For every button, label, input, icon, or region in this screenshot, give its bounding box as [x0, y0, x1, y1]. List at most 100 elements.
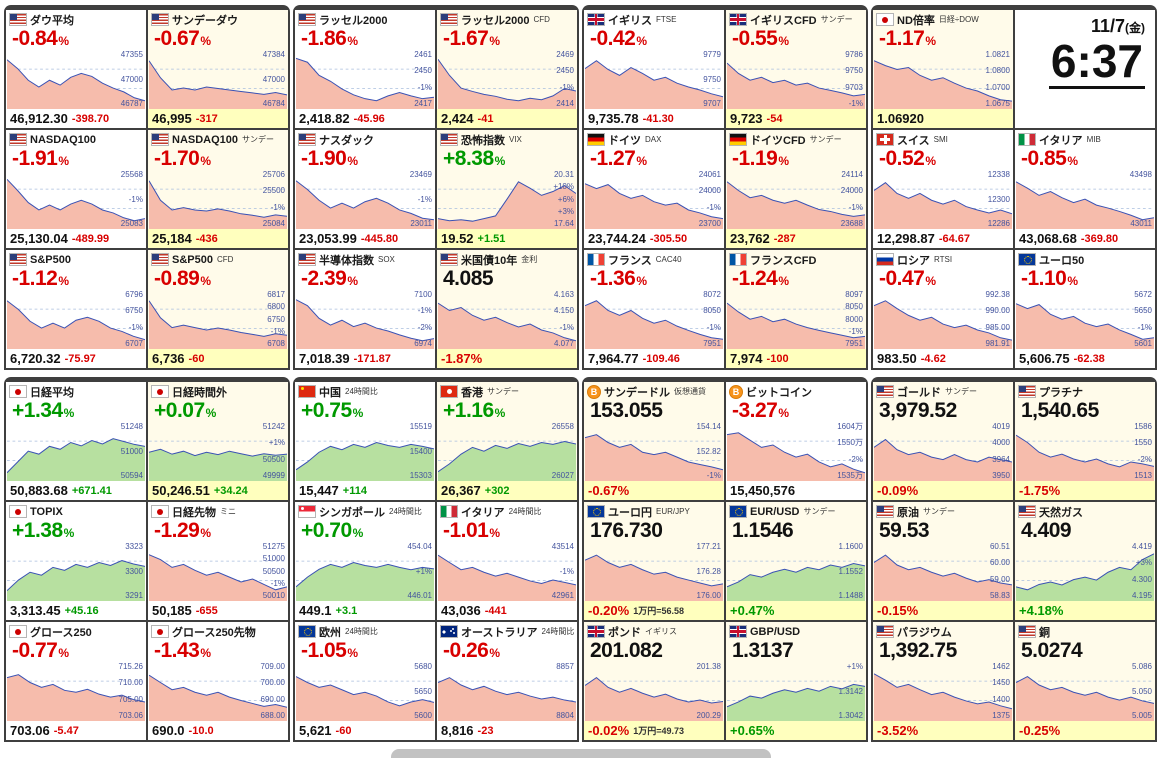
market-tile[interactable]: グロース250先物 -1.43% 709.00 700.00 690.00 688.0…: [148, 622, 288, 740]
headline-value: +1.34: [12, 399, 63, 422]
market-tile[interactable]: ゴールド サンデー 3,979.52 4019 4000 3964 3950 -0.0…: [873, 382, 1013, 500]
market-tile[interactable]: イギリス FTSE -0.42% 9779 9750 9707 9,735.78 -…: [584, 10, 724, 128]
us-flag-icon: [440, 13, 458, 26]
tile-footer: 703.06 -5.47: [6, 721, 146, 740]
us-flag-icon: [298, 133, 316, 146]
market-tile[interactable]: フランス CAC40 -1.36% 8072 8050 -1% 7951 7,964.…: [584, 250, 724, 368]
market-tile[interactable]: フランスCFD -1.24% 8097 8050 8000 -1% 7951 7,974…: [726, 250, 866, 368]
tile-sublabel: サンデー: [803, 507, 836, 516]
market-tile[interactable]: 原油 サンデー 59.53 60.51 60.00 59.00 58.83 -0.15…: [873, 502, 1013, 620]
sparkline-chart: 9786 9750 9703 -1%: [727, 50, 865, 109]
market-tile[interactable]: ロシア RTSI -0.47% 992.38 990.00 985.00 981.91…: [873, 250, 1013, 368]
footer-value: 2,418.82: [299, 111, 350, 126]
market-tile[interactable]: S&P500 CFD -0.89% 6817 6800 6750 -1% 6708 6,…: [148, 250, 288, 368]
sparkline-chart: 6796 6750 -1% 6707: [7, 290, 145, 349]
tile-header: NASDAQ100: [6, 130, 146, 147]
sparkline-chart: 23469 -1% 23011: [296, 170, 434, 229]
sparkline-chart: 454.04 +1% 446.01: [296, 542, 434, 601]
market-tile[interactable]: NASDAQ100 -1.91% 25568 -1% 25083 25,130.04…: [6, 130, 146, 248]
tile-footer: -0.09%: [873, 481, 1013, 500]
clock-time: 6:37: [1048, 37, 1145, 90]
tile-footer: 12,298.87 -64.67: [873, 229, 1013, 248]
tile-headline: -0.77%: [6, 639, 146, 662]
footer-change: -436: [195, 232, 218, 245]
tile-header: 原油 サンデー: [873, 502, 1013, 519]
market-tile[interactable]: オーストラリア 24時間比 -0.26% 8857 8804 8,816 -23: [437, 622, 577, 740]
market-tile[interactable]: ナスダック -1.90% 23469 -1% 23011 23,053.99 -44…: [295, 130, 435, 248]
market-tile[interactable]: ユーロ50 -1.10% 5672 5650 -1% 5601 5,606.75 -6…: [1015, 250, 1155, 368]
headline-value: 4.409: [1021, 519, 1072, 542]
market-tile[interactable]: ドイツ DAX -1.27% 24061 24000 -1% 23700 23,744…: [584, 130, 724, 248]
tile-sublabel: 24時間比: [389, 507, 422, 516]
market-tile[interactable]: イタリア MIB -0.85% 43498 43011 43,068.68 -36…: [1015, 130, 1155, 248]
footer-change: -60: [335, 724, 352, 737]
tile-name: 原油: [897, 506, 919, 519]
market-tile[interactable]: GBP/USD 1.3137 +1% 1.3142 1.3042 +0.65%: [726, 622, 866, 740]
headline-value: -1.70: [154, 147, 200, 170]
market-tile[interactable]: NASDAQ100 サンデー -1.70% 25706 25500 -1% 25084…: [148, 130, 288, 248]
market-tile[interactable]: EUR/USD サンデー 1.1546 1.1600 1.1552 1.1488 +…: [726, 502, 866, 620]
market-tile[interactable]: グロース250 -0.77% 715.26 710.00 705.00 703.06 …: [6, 622, 146, 740]
market-tile[interactable]: ND倍率 日経÷DOW -1.17% 1.0821 1.0800 1.0700 1.0…: [873, 10, 1013, 128]
eu-flag-icon: [587, 505, 605, 518]
market-tile[interactable]: 中国 24時間比 +0.75% 15519 15400 15303 15,447 +…: [295, 382, 435, 500]
market-tile[interactable]: ドイツCFD サンデー -1.19% 24114 24000 -1% 23688 23…: [726, 130, 866, 248]
headline-value: +0.07: [154, 399, 205, 422]
headline-value: 201.082: [590, 639, 663, 662]
market-tile[interactable]: ポンド イギリス 201.082 201.38 200.29 -0.02% 1万円…: [584, 622, 724, 740]
footer-value: 26,367: [441, 483, 481, 498]
footer-value: 3,313.45: [10, 603, 61, 618]
bottom-panel-handle[interactable]: [390, 749, 771, 758]
sparkline-chart: 1462 1450 1400 1375: [874, 662, 1012, 721]
tile-name: ロシア: [897, 254, 930, 267]
tile-footer: 6,736 -60: [148, 349, 288, 368]
tile-footer: 6,720.32 -75.97: [6, 349, 146, 368]
tile-headline: -0.52%: [873, 147, 1013, 170]
fr-flag-icon: [729, 253, 747, 266]
market-tile[interactable]: ユーロ円 EUR/JPY 176.730 177.21 176.28 176.00 …: [584, 502, 724, 620]
market-tile[interactable]: ラッセル2000 -1.86% 2461 2450 -1% 2417 2,418.82…: [295, 10, 435, 128]
market-tile[interactable]: 銅 5.0274 5.086 5.050 5.005 -0.25%: [1015, 622, 1155, 740]
headline-value: 153.055: [590, 399, 663, 422]
market-tile[interactable]: 恐怖指数 VIX +8.38% 20.31 +10% +6% +3% 17.64 19.…: [437, 130, 577, 248]
tile-headline: 4.085: [437, 267, 577, 290]
tile-header: ラッセル2000 CFD: [437, 10, 577, 27]
us-flag-icon: [9, 253, 27, 266]
market-tile[interactable]: 天然ガス 4.409 4.419 +3% 4.300 4.195 +4.18%: [1015, 502, 1155, 620]
market-tile[interactable]: 半導体指数 SOX -2.39% 7100 -1% -2% 6974 7,018.39…: [295, 250, 435, 368]
tile-sublabel: VIX: [509, 135, 522, 144]
percent-sign: %: [494, 154, 506, 168]
market-tile[interactable]: S&P500 -1.12% 6796 6750 -1% 6707 6,720.32 -…: [6, 250, 146, 368]
footer-change: +671.41: [71, 484, 112, 497]
market-tile[interactable]: 欧州 24時間比 -1.05% 5680 5650 5600 5,621 -60: [295, 622, 435, 740]
market-tile[interactable]: シンガポール 24時間比 +0.70% 454.04 +1% 446.01 449.…: [295, 502, 435, 620]
tile-headline: +1.16%: [437, 399, 577, 422]
market-tile[interactable]: パラジウム 1,392.75 1462 1450 1400 1375 -3.52%: [873, 622, 1013, 740]
market-tile[interactable]: 香港 サンデー +1.16% 26558 26027 26,367 +302: [437, 382, 577, 500]
gb-flag-icon: [729, 13, 747, 26]
market-tile[interactable]: イギリスCFD サンデー -0.55% 9786 9750 9703 -1% 9,72…: [726, 10, 866, 128]
headline-value: +8.38: [443, 147, 494, 170]
market-tile[interactable]: イタリア 24時間比 -1.01% 43514 -1% 42961 43,036 -…: [437, 502, 577, 620]
headline-value: -1.43: [154, 639, 200, 662]
market-tile[interactable]: 日経先物 ミニ -1.29% 51275 51000 50500 -1% 50010 5…: [148, 502, 288, 620]
market-tile[interactable]: 米国債10年 金利 4.085 4.163 4.150 -1% 4.077 -1.87…: [437, 250, 577, 368]
tile-sublabel: MIB: [1086, 135, 1101, 144]
percent-sign: %: [778, 406, 790, 420]
tile-header: フランス CAC40: [584, 250, 724, 267]
sparkline-chart: 47384 47000 46784: [149, 50, 287, 109]
market-tile[interactable]: TOPIX +1.38% 3323 3300 3291 3,313.45 +45.1…: [6, 502, 146, 620]
percent-sign: %: [200, 154, 212, 168]
market-tile[interactable]: ダウ平均 -0.84% 47355 47000 46787 46,912.30 -3…: [6, 10, 146, 128]
market-tile[interactable]: 日経時間外 +0.07% 51242 +1% 50500 49999 50,246.5…: [148, 382, 288, 500]
jp-flag-icon: [9, 625, 27, 638]
market-tile[interactable]: スイス SMI -0.52% 12338 12300 12286 12,298.87…: [873, 130, 1013, 248]
market-tile[interactable]: サンデーダウ -0.67% 47384 47000 46784 46,995 -31…: [148, 10, 288, 128]
market-tile[interactable]: ラッセル2000 CFD -1.67% 2469 2450 -1% 2414 2,42…: [437, 10, 577, 128]
sparkline-svg: [585, 50, 723, 109]
sparkline-chart: 47355 47000 46787: [7, 50, 145, 109]
market-tile[interactable]: プラチナ 1,540.65 1586 1550 -2% 1513 -1.75%: [1015, 382, 1155, 500]
market-tile[interactable]: 日経平均 +1.34% 51248 51000 50594 50,883.68 +6…: [6, 382, 146, 500]
